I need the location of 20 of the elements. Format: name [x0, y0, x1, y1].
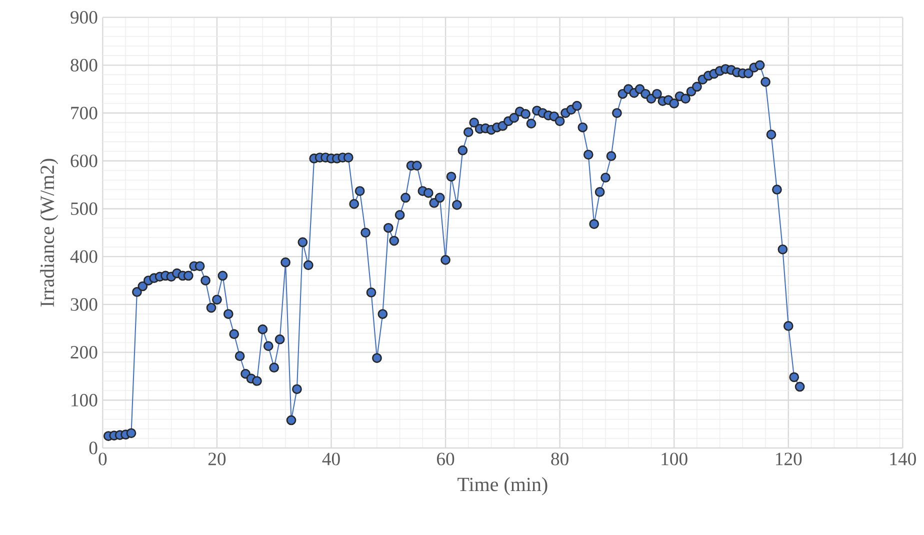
y-tick-label: 700: [71, 106, 98, 120]
x-axis-title: Time (min): [458, 477, 548, 496]
y-tick-label: 0: [89, 442, 98, 454]
x-tick-label: 0: [98, 452, 107, 466]
x-tick-label: 80: [551, 452, 568, 466]
x-tick-label: 140: [890, 452, 916, 466]
y-tick-label: 900: [70, 11, 98, 24]
x-tick-label: 60: [436, 452, 454, 466]
y-tick-label: 800: [70, 59, 98, 72]
x-tick-label: 100: [662, 452, 688, 466]
y-tick-label: 500: [71, 202, 98, 216]
x-tick-label: 40: [322, 452, 340, 466]
y-tick-label: 300: [70, 298, 98, 311]
y-tick-label: 400: [70, 250, 98, 264]
x-tick-label: 120: [776, 452, 802, 466]
y-tick-label: 600: [70, 154, 98, 168]
y-tick-label: 200: [70, 346, 98, 359]
y-axis-title: Irradiance (W/m2): [40, 159, 58, 307]
x-tick-label: 20: [208, 452, 226, 466]
y-tick-label: 100: [72, 394, 98, 407]
